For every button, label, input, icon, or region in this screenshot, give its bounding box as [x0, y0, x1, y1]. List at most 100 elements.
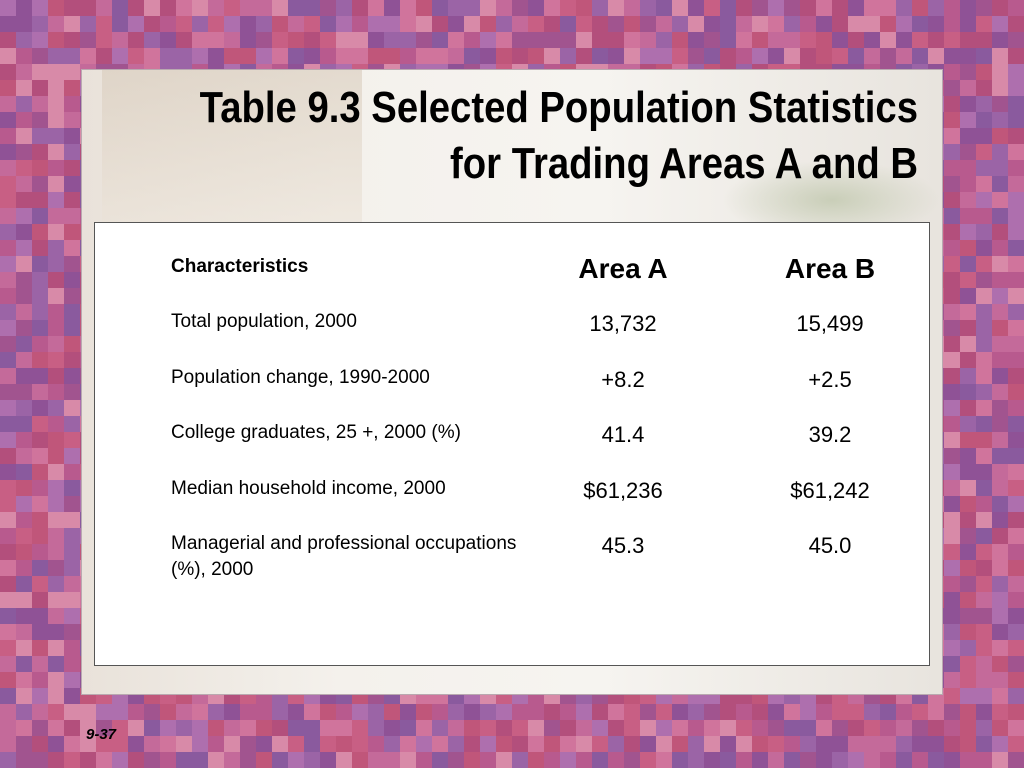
mosaic-tile — [48, 704, 64, 720]
mosaic-tile — [688, 736, 704, 752]
mosaic-tile — [16, 224, 32, 240]
mosaic-tile — [688, 16, 704, 32]
mosaic-tile — [432, 720, 448, 736]
mosaic-tile — [208, 720, 224, 736]
mosaic-tile — [48, 368, 64, 384]
mosaic-tile — [992, 272, 1008, 288]
mosaic-tile — [64, 736, 80, 752]
mosaic-tile — [1008, 48, 1024, 64]
mosaic-tile — [1008, 608, 1024, 624]
mosaic-tile — [992, 480, 1008, 496]
mosaic-tile — [16, 192, 32, 208]
mosaic-tile — [96, 32, 112, 48]
mosaic-tile — [0, 64, 16, 80]
mosaic-tile — [944, 608, 960, 624]
mosaic-tile — [208, 736, 224, 752]
mosaic-tile — [992, 128, 1008, 144]
mosaic-tile — [992, 752, 1008, 768]
mosaic-tile — [960, 80, 976, 96]
mosaic-tile — [960, 144, 976, 160]
mosaic-tile — [0, 240, 16, 256]
mosaic-tile — [976, 32, 992, 48]
mosaic-tile — [96, 752, 112, 768]
mosaic-tile — [944, 112, 960, 128]
mosaic-tile — [48, 640, 64, 656]
mosaic-tile — [304, 0, 320, 16]
mosaic-tile — [608, 0, 624, 16]
mosaic-tile — [960, 624, 976, 640]
mosaic-tile — [144, 48, 160, 64]
mosaic-tile — [992, 736, 1008, 752]
mosaic-tile — [32, 512, 48, 528]
mosaic-tile — [704, 736, 720, 752]
mosaic-tile — [32, 640, 48, 656]
mosaic-tile — [16, 32, 32, 48]
mosaic-tile — [672, 736, 688, 752]
mosaic-tile — [960, 48, 976, 64]
mosaic-tile — [128, 752, 144, 768]
mosaic-tile — [48, 480, 64, 496]
mosaic-tile — [16, 416, 32, 432]
mosaic-tile — [944, 544, 960, 560]
mosaic-tile — [480, 0, 496, 16]
mosaic-tile — [64, 576, 80, 592]
mosaic-tile — [64, 64, 80, 80]
mosaic-tile — [944, 224, 960, 240]
mosaic-tile — [192, 720, 208, 736]
mosaic-tile — [0, 432, 16, 448]
mosaic-tile — [256, 720, 272, 736]
mosaic-tile — [0, 672, 16, 688]
mosaic-tile — [736, 704, 752, 720]
mosaic-tile — [1008, 736, 1024, 752]
mosaic-tile — [1008, 320, 1024, 336]
mosaic-tile — [48, 448, 64, 464]
mosaic-tile — [656, 0, 672, 16]
mosaic-tile — [1008, 208, 1024, 224]
mosaic-tile — [512, 16, 528, 32]
mosaic-tile — [384, 720, 400, 736]
mosaic-tile — [0, 752, 16, 768]
mosaic-tile — [992, 80, 1008, 96]
mosaic-tile — [16, 336, 32, 352]
mosaic-tile — [624, 720, 640, 736]
mosaic-tile — [784, 704, 800, 720]
mosaic-tile — [1008, 688, 1024, 704]
mosaic-tile — [1008, 32, 1024, 48]
mosaic-tile — [944, 416, 960, 432]
mosaic-tile — [0, 624, 16, 640]
mosaic-tile — [992, 224, 1008, 240]
mosaic-tile — [704, 32, 720, 48]
mosaic-tile — [0, 48, 16, 64]
mosaic-tile — [960, 192, 976, 208]
mosaic-tile — [784, 48, 800, 64]
mosaic-tile — [0, 208, 16, 224]
mosaic-tile — [976, 496, 992, 512]
mosaic-tile — [944, 128, 960, 144]
mosaic-tile — [48, 128, 64, 144]
mosaic-tile — [688, 720, 704, 736]
mosaic-tile — [32, 544, 48, 560]
mosaic-tile — [992, 608, 1008, 624]
mosaic-tile — [1008, 176, 1024, 192]
mosaic-tile — [176, 48, 192, 64]
mosaic-tile — [112, 16, 128, 32]
mosaic-tile — [16, 160, 32, 176]
table-cell: +8.2 — [601, 366, 645, 392]
mosaic-tile — [976, 400, 992, 416]
mosaic-tile — [992, 432, 1008, 448]
mosaic-tile — [992, 512, 1008, 528]
mosaic-tile — [384, 752, 400, 768]
mosaic-tile — [464, 16, 480, 32]
mosaic-tile — [576, 32, 592, 48]
mosaic-tile — [16, 448, 32, 464]
mosaic-tile — [0, 160, 16, 176]
mosaic-tile — [0, 80, 16, 96]
mosaic-tile — [848, 704, 864, 720]
mosaic-tile — [960, 416, 976, 432]
mosaic-tile — [992, 352, 1008, 368]
mosaic-tile — [80, 0, 96, 16]
mosaic-tile — [992, 208, 1008, 224]
mosaic-tile — [16, 624, 32, 640]
mosaic-tile — [752, 16, 768, 32]
mosaic-tile — [32, 128, 48, 144]
